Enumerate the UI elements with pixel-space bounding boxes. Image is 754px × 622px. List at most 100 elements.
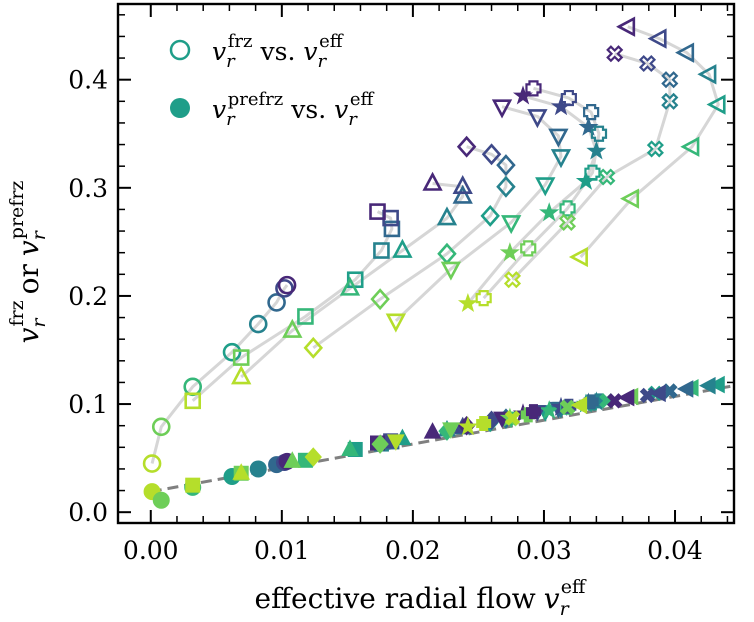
trajectory-path-x [511,52,672,281]
x-tick-label: 0.03 [516,536,572,565]
trajectory-path-square [191,210,394,402]
frz-point-star [578,116,599,136]
frz-point-triangle-down [385,313,407,333]
frz-point-x [646,140,664,158]
frz-point-circle [142,454,162,473]
x-axis-label-var: v [544,582,560,615]
y-tick-label: 0.3 [68,174,108,203]
prefrz-point-triangle-left [649,384,666,403]
frz-point-circle [248,314,268,334]
x-axis-label-sub: r [560,598,571,620]
frz-point-square [373,242,390,259]
y-label-sub-1: r [28,317,50,328]
legend-prefrz-sup2: eff [350,89,375,110]
legend-frz-sup: frz [228,31,253,52]
frz-point-triangle-up [436,206,458,226]
prefrz-point-star [457,416,478,436]
y-tick-label: 0.4 [68,66,108,95]
frz-point-plus [525,80,542,97]
frz-point-star [586,140,607,160]
x-tick-label: 0.01 [254,536,310,565]
frz-point-plus [520,240,537,257]
x-tick-label: 0.02 [385,536,441,565]
frz-point-square [232,349,250,366]
frz-point-star [539,202,560,222]
frz-point-triangle-down [440,261,462,281]
prefrz-point-circle [152,491,170,509]
frz-point-diamond [481,143,502,166]
frz-point-triangle-up [452,174,473,195]
frz-point-star [575,170,596,190]
trajectory-path-diamond [312,145,508,350]
frz-point-square [297,308,314,325]
trajectory-path-triangle-left [579,25,720,258]
y-label-sub-2: r [28,229,50,240]
legend-prefrz-var: v [212,95,226,124]
frz-point-star [550,96,572,116]
frz-point-triangle-down [548,128,569,148]
legend-entry-frz: vrfrz vs. vreff [212,31,344,72]
frz-point-square [369,203,386,220]
prefrz-point-plus [525,404,541,420]
legend: vrfrz vs. vreff vrprefrz vs. vreff [169,31,375,130]
x-axis-label: effective radial flow vreff [255,576,587,620]
x-axis-label-text: effective radial flow [255,582,536,615]
frz-point-triangle-down [527,109,548,129]
frz-point-diamond [456,135,477,158]
legend-prefrz-sup: prefrz [228,89,284,110]
prefrz-point-plus [583,394,599,410]
y-tick-label: 0.2 [68,282,108,311]
legend-marker-open-circle [169,39,191,61]
frz-point-star [499,242,520,262]
frz-point-x [503,271,522,289]
frz-point-triangle-left [616,16,636,37]
frz-point-triangle-up [231,365,252,385]
frz-point-triangle-up [452,184,473,204]
prefrz-point-triangle-down [442,422,460,439]
frz-point-circle [222,342,242,362]
frz-point-star [457,292,478,313]
frz-point-triangle-left [680,136,700,157]
legend-prefrz-sub2: r [348,109,358,130]
prefrz-point-diamond [304,447,322,467]
legend-marker-filled-circle [170,98,190,118]
frz-point-triangle-down [535,177,556,197]
plot-frame [116,2,736,525]
frz-point-x [558,213,577,231]
axis-tick-labels: 0.00 0.01 0.02 0.03 0.04 0.0 0.1 0.2 0.3 0.4 [68,66,703,565]
frz-point-square [184,392,202,410]
frz-point-triangle-left [706,94,726,115]
frz-point-circle [275,279,294,298]
frz-point-circle [267,293,286,312]
frz-point-plus [590,125,608,142]
legend-prefrz-vs: vs. [290,95,326,124]
y-axis-label: vrfrzorvrprefrz [6,181,50,344]
frz-point-x [638,54,657,73]
data-markers [142,16,726,509]
prefrz-point-triangle-down [387,434,405,451]
frz-point-triangle-down [501,215,522,235]
legend-frz-var2: v [303,37,317,66]
legend-frz-vs: vs. [259,37,295,66]
x-axis-label-sup: eff [561,576,587,598]
y-tick-label: 0.1 [68,390,108,419]
y-label-or: or [12,264,45,295]
frz-point-triangle-up [422,171,443,191]
frz-point-diamond [480,204,500,227]
frz-point-triangle-down [491,99,513,119]
frz-point-x [606,45,624,63]
frz-point-square [383,220,401,238]
prefrz-point-triangle-up [232,463,251,480]
frz-point-triangle-up [282,318,303,338]
frz-point-plus [560,89,577,107]
frz-point-triangle-left [675,42,695,63]
prefrz-point-triangle-left [708,375,725,394]
x-tick-label: 0.00 [123,536,179,565]
prefrz-point-triangle-left [676,380,694,398]
trajectory-path-circle [150,284,289,464]
frz-point-x [598,168,616,186]
legend-frz-sub2: r [318,51,328,72]
prefrz-point-circle [249,460,267,478]
prefrz-point-diamond [371,434,389,454]
